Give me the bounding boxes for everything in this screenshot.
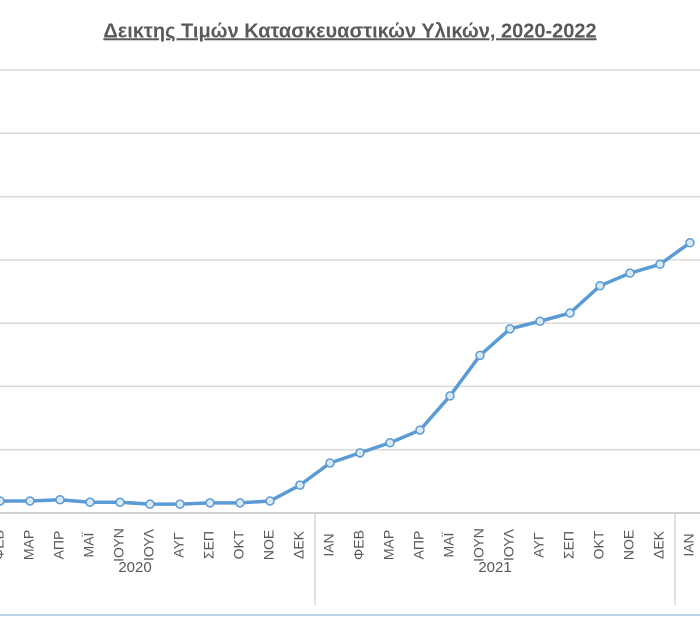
data-point [655, 259, 665, 270]
x-tick-label: ΔΕΚ [291, 530, 307, 559]
x-tick-label: ΣΕΠ [201, 531, 217, 559]
x-tick-label: ΦΕΒ [351, 530, 367, 560]
x-tick-label: ΜΑΪ [441, 532, 457, 557]
group-label: 2021 [478, 559, 511, 576]
x-tick-label: ΔΕΚ [651, 530, 667, 559]
data-point [445, 391, 455, 401]
x-tick-label: ΑΠΡ [51, 531, 67, 560]
x-tick-label: ΜΑΡ [21, 530, 37, 560]
data-point [565, 308, 575, 318]
x-tick-label: ΦΕΒ [0, 530, 7, 560]
data-point [475, 350, 485, 361]
x-tick-label: ΝΟΕ [261, 530, 277, 560]
data-point [685, 238, 695, 248]
data-point [295, 480, 305, 490]
x-tick-label: ΜΑΡ [381, 530, 397, 560]
data-point [385, 438, 395, 448]
data-point [415, 425, 425, 435]
data-point [505, 324, 515, 334]
x-tick-label: ΜΑΪ [81, 532, 97, 557]
x-tick-label: ΑΠΡ [411, 531, 427, 560]
x-tick-label: ΝΟΕ [621, 530, 637, 560]
x-tick-label: ΑΥΓ [171, 532, 187, 558]
x-tick-label: ΟΚΤ [231, 530, 247, 559]
data-point [235, 498, 245, 508]
chart-title: Δεικτης Τιμών Κατασκευαστικών Υλικών, 20… [103, 20, 596, 42]
data-point [145, 499, 155, 509]
x-tick-label: ΣΕΠ [561, 531, 577, 559]
group-label: 2020 [118, 559, 151, 576]
data-point [535, 316, 545, 326]
data-point [175, 499, 185, 509]
x-tick-label: ΙΟΥΛ [501, 528, 517, 561]
data-point [325, 458, 335, 468]
data-point [205, 498, 215, 508]
x-tick-label: ΙΟΥΛ [141, 528, 157, 561]
data-point [25, 496, 35, 506]
x-tick-label: ΙΑΝ [321, 533, 337, 556]
data-point [85, 497, 95, 507]
data-point [55, 494, 65, 505]
series-line [0, 241, 692, 506]
x-tick-label: ΙΟΥΝ [111, 528, 127, 562]
data-point [115, 497, 125, 507]
x-tick-label: ΑΥΓ [531, 532, 547, 558]
x-tick-label: ΟΚΤ [591, 530, 607, 559]
x-tick-label: ΙΑΝ [681, 533, 697, 556]
data-point [625, 268, 635, 278]
data-point [0, 496, 5, 506]
data-point [355, 448, 365, 458]
data-point [265, 496, 275, 506]
x-tick-label: ΙΟΥΝ [471, 528, 487, 562]
data-point [595, 281, 605, 291]
